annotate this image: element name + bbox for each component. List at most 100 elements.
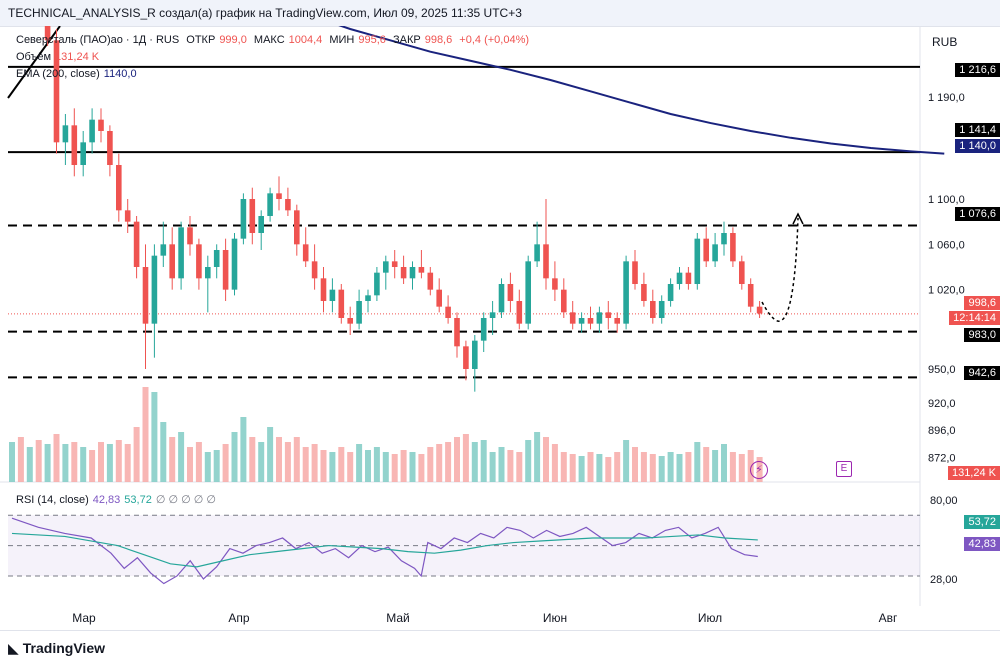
candle-body (747, 284, 754, 307)
candle-body (454, 318, 460, 347)
volume-bar (409, 452, 416, 482)
volume-bar (685, 452, 692, 482)
y-tick-label: 920,0 (928, 398, 956, 410)
horizontal-levels (7, 26, 920, 379)
currency-label[interactable]: RUB (932, 35, 958, 49)
candle-body (409, 267, 416, 279)
volume-bar (240, 417, 247, 482)
volume-bar (284, 442, 291, 482)
volume-bar (596, 454, 603, 482)
candle-body (730, 233, 736, 262)
candle-body (44, 26, 51, 41)
candle-body (569, 312, 576, 324)
low-label: МИН (329, 34, 355, 46)
volume-bar (569, 454, 576, 482)
volume-bar (35, 440, 42, 482)
volume-bar (53, 434, 60, 482)
volume-bar (560, 452, 567, 482)
candle-body (196, 244, 202, 279)
candle-body (578, 318, 585, 324)
y-tick-label: 896,0 (928, 425, 956, 437)
earnings-icon[interactable]: E (836, 461, 852, 477)
volume-bar (133, 427, 140, 482)
volume-bar (427, 447, 434, 482)
candle-body (694, 238, 701, 284)
volume-bar (347, 452, 354, 482)
candle-body (721, 233, 727, 245)
candle-body (641, 284, 647, 301)
candle-body (71, 125, 78, 165)
price-tag-level-1: 1 216,6 (955, 63, 1000, 77)
volume-bar (89, 450, 96, 482)
volume-bar (302, 447, 309, 482)
volume-bar (516, 452, 523, 482)
rsi-legend: RSI (14, close) 42,83 53,72 ∅ ∅ ∅ ∅ ∅ (16, 493, 220, 506)
candle-body (89, 119, 95, 143)
candle-body (276, 193, 282, 199)
volume-bar (667, 452, 674, 482)
y-tick-label: 1 060,0 (928, 239, 965, 251)
x-tick-label: Мар (72, 611, 96, 625)
volume-bar (9, 442, 15, 482)
volume-bar (195, 442, 202, 482)
candle-body (142, 267, 149, 324)
rsi-value: 42,83 (92, 494, 121, 506)
volume-bar (578, 456, 585, 482)
volume-bar (293, 437, 300, 482)
candle-body (623, 261, 629, 324)
candle-body (480, 318, 487, 341)
price-tag-level-4: 983,0 (964, 328, 1000, 342)
candle-body (160, 244, 167, 256)
volume-legend: Объём 131,24 K (16, 51, 103, 63)
ema-label[interactable]: EMA (200, close) (16, 68, 100, 80)
forecast-arrowhead (792, 212, 804, 225)
volume-bar (525, 440, 532, 482)
candle-body (116, 165, 122, 211)
volume-bar (632, 447, 638, 482)
candle-body (249, 199, 256, 233)
candle-body (463, 346, 469, 369)
candle-body (258, 216, 264, 233)
chart-canvas[interactable]: 1 190,0 1 100,0 1 060,0 1 020,0 950,0 920,0 89… (0, 26, 1000, 630)
candle-body (356, 301, 362, 324)
volume-bar (489, 452, 496, 482)
volume-bar (80, 447, 87, 482)
volume-bar (356, 444, 363, 482)
candle-body (516, 301, 523, 324)
candle-body (80, 142, 86, 165)
volume-value: 131,24 K (55, 51, 100, 63)
close-label: ЗАКР (392, 34, 421, 46)
symbol-label[interactable]: Северсталь (ПАО)ао · 1Д · RUS (16, 34, 180, 46)
x-tick-label: Апр (228, 611, 250, 625)
ema-line (338, 26, 945, 155)
rsi-label[interactable]: RSI (14, close) (16, 494, 89, 506)
volume-bar (623, 440, 630, 482)
candle-body (445, 306, 451, 318)
rsi-ma-value: 53,72 (124, 494, 152, 506)
candle-body (667, 284, 674, 301)
candle-body (596, 312, 603, 324)
x-tick-label: Июн (543, 611, 567, 625)
volume-bar (365, 450, 371, 482)
volume-bar (400, 450, 407, 482)
rsi-ma-tag: 53,72 (964, 515, 1000, 529)
volume-bar (418, 454, 425, 482)
y-tick-label: 1 100,0 (928, 194, 965, 206)
trendline (7, 26, 61, 99)
volume-bar (169, 437, 176, 482)
lightning-icon[interactable]: ⚡ (750, 461, 768, 479)
volume-bar (605, 457, 612, 482)
candle-body (222, 250, 229, 290)
candle-body (703, 238, 709, 262)
volume-bar (373, 447, 380, 482)
price-tag-last: 998,6 (964, 296, 1000, 310)
tradingview-logo[interactable]: ◣ TradingView (8, 640, 105, 657)
volume-label[interactable]: Объём (16, 51, 52, 63)
candle-body (427, 272, 434, 290)
candle-body (605, 312, 612, 318)
candle-body (133, 221, 140, 267)
rsi-tick-label: 28,00 (930, 574, 958, 586)
volume-bar (249, 437, 256, 482)
countdown-tag: 12:14:14 (949, 311, 1000, 325)
volume-bar (436, 444, 443, 482)
